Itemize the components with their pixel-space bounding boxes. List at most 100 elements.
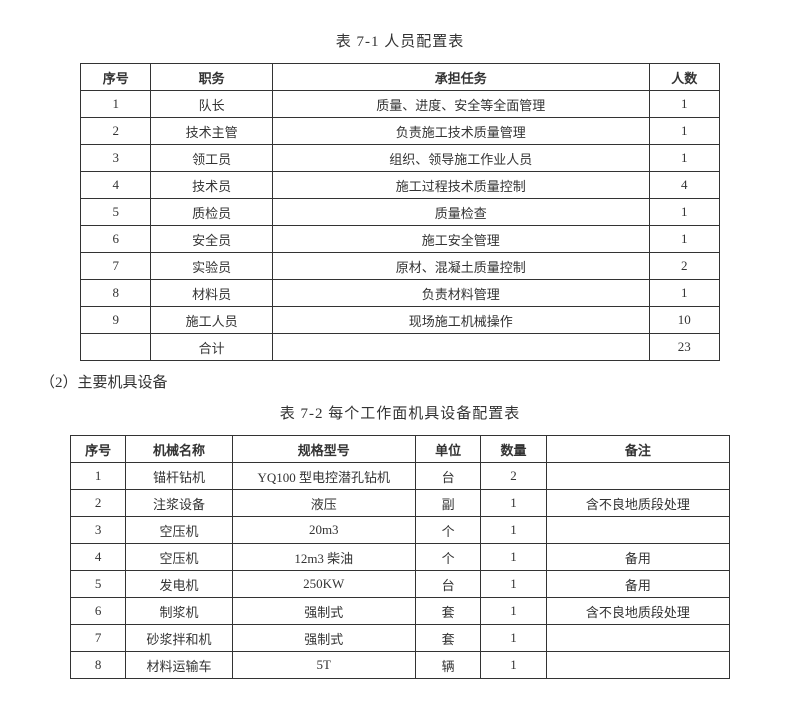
cell: 8	[81, 280, 151, 307]
table-row: 7砂浆拌和机强制式套1	[71, 625, 730, 652]
table2-col-2: 规格型号	[232, 436, 415, 463]
table-row: 3领工员组织、领导施工作业人员1	[81, 145, 720, 172]
cell	[546, 625, 729, 652]
cell: 备用	[546, 544, 729, 571]
table-row: 8材料员负责材料管理1	[81, 280, 720, 307]
cell: 1	[649, 226, 719, 253]
table-row: 1锚杆钻机YQ100 型电控潜孔钻机台2	[71, 463, 730, 490]
cell: 空压机	[126, 517, 232, 544]
table1-title: 表 7-1 人员配置表	[40, 30, 760, 51]
table2-header-row: 序号 机械名称 规格型号 单位 数量 备注	[71, 436, 730, 463]
cell: 1	[481, 598, 546, 625]
table-row: 4技术员施工过程技术质量控制4	[81, 172, 720, 199]
cell: 2	[481, 463, 546, 490]
cell: 1	[649, 280, 719, 307]
cell: 施工过程技术质量控制	[272, 172, 649, 199]
cell: 制浆机	[126, 598, 232, 625]
cell: 1	[481, 652, 546, 679]
cell: 砂浆拌和机	[126, 625, 232, 652]
cell: 负责材料管理	[272, 280, 649, 307]
table-row: 2技术主管负责施工技术质量管理1	[81, 118, 720, 145]
cell: 套	[415, 625, 480, 652]
cell: 合计	[151, 334, 272, 361]
cell: 台	[415, 571, 480, 598]
cell: 5T	[232, 652, 415, 679]
cell: 个	[415, 544, 480, 571]
cell: 1	[481, 490, 546, 517]
cell: 原材、混凝土质量控制	[272, 253, 649, 280]
cell: 10	[649, 307, 719, 334]
cell: 锚杆钻机	[126, 463, 232, 490]
cell: 施工安全管理	[272, 226, 649, 253]
cell: 7	[71, 625, 126, 652]
table2-col-3: 单位	[415, 436, 480, 463]
cell: 1	[81, 91, 151, 118]
cell: 液压	[232, 490, 415, 517]
cell: 3	[81, 145, 151, 172]
cell: 台	[415, 463, 480, 490]
cell: 发电机	[126, 571, 232, 598]
table-row: 5发电机250KW台1备用	[71, 571, 730, 598]
cell: YQ100 型电控潜孔钻机	[232, 463, 415, 490]
cell: 质检员	[151, 199, 272, 226]
table-row: 6安全员施工安全管理1	[81, 226, 720, 253]
cell: 23	[649, 334, 719, 361]
table2-col-0: 序号	[71, 436, 126, 463]
cell	[546, 517, 729, 544]
cell: 5	[71, 571, 126, 598]
cell	[272, 334, 649, 361]
cell	[546, 463, 729, 490]
cell: 1	[481, 625, 546, 652]
table1-footer-row: 合计 23	[81, 334, 720, 361]
cell: 4	[71, 544, 126, 571]
cell: 7	[81, 253, 151, 280]
table2-col-1: 机械名称	[126, 436, 232, 463]
cell: 套	[415, 598, 480, 625]
table-row: 2注浆设备液压副1含不良地质段处理	[71, 490, 730, 517]
cell: 注浆设备	[126, 490, 232, 517]
cell: 3	[71, 517, 126, 544]
cell: 1	[649, 145, 719, 172]
table-row: 7实验员原材、混凝土质量控制2	[81, 253, 720, 280]
cell: 1	[481, 544, 546, 571]
cell: 4	[649, 172, 719, 199]
cell: 1	[481, 517, 546, 544]
cell: 质量检查	[272, 199, 649, 226]
cell: 1	[71, 463, 126, 490]
cell	[546, 652, 729, 679]
personnel-table: 序号 职务 承担任务 人数 1队长质量、进度、安全等全面管理1 2技术主管负责施…	[80, 63, 720, 361]
cell: 8	[71, 652, 126, 679]
cell: 安全员	[151, 226, 272, 253]
table1-col-2: 承担任务	[272, 64, 649, 91]
cell: 领工员	[151, 145, 272, 172]
cell: 1	[649, 118, 719, 145]
cell: 12m3 柴油	[232, 544, 415, 571]
cell: 9	[81, 307, 151, 334]
cell: 强制式	[232, 598, 415, 625]
table2-title: 表 7-2 每个工作面机具设备配置表	[40, 402, 760, 423]
cell: 材料运输车	[126, 652, 232, 679]
cell: 2	[71, 490, 126, 517]
table2-col-5: 备注	[546, 436, 729, 463]
cell: 1	[649, 91, 719, 118]
cell: 1	[481, 571, 546, 598]
cell: 6	[71, 598, 126, 625]
cell: 实验员	[151, 253, 272, 280]
cell: 施工人员	[151, 307, 272, 334]
cell: 1	[649, 199, 719, 226]
cell: 6	[81, 226, 151, 253]
cell	[81, 334, 151, 361]
cell: 现场施工机械操作	[272, 307, 649, 334]
cell: 材料员	[151, 280, 272, 307]
table1-col-0: 序号	[81, 64, 151, 91]
cell: 2	[81, 118, 151, 145]
section2-label: （2）主要机具设备	[40, 371, 760, 392]
cell: 辆	[415, 652, 480, 679]
cell: 含不良地质段处理	[546, 490, 729, 517]
cell: 2	[649, 253, 719, 280]
table1-header-row: 序号 职务 承担任务 人数	[81, 64, 720, 91]
table1-col-3: 人数	[649, 64, 719, 91]
cell: 250KW	[232, 571, 415, 598]
table-row: 9施工人员现场施工机械操作10	[81, 307, 720, 334]
cell: 4	[81, 172, 151, 199]
